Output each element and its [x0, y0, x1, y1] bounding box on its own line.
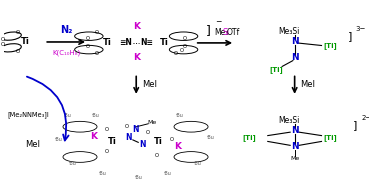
- Text: N: N: [132, 125, 139, 134]
- Text: MeI: MeI: [142, 80, 158, 89]
- Text: Me₃: Me₃: [215, 29, 229, 37]
- Text: 2−: 2−: [361, 115, 369, 121]
- Text: O: O: [155, 153, 159, 157]
- Text: Me: Me: [290, 156, 299, 160]
- Text: Me₃Si: Me₃Si: [279, 27, 300, 36]
- Text: O: O: [173, 51, 177, 56]
- Text: O: O: [0, 42, 5, 47]
- Text: −: −: [215, 17, 222, 26]
- Text: Ti: Ti: [154, 137, 163, 146]
- Text: O: O: [179, 48, 183, 53]
- Text: N: N: [139, 140, 146, 149]
- Text: O: O: [105, 149, 109, 154]
- Text: N: N: [291, 126, 299, 135]
- Text: K: K: [133, 22, 140, 31]
- Text: O: O: [95, 51, 99, 56]
- Text: O: O: [95, 30, 99, 35]
- Text: O: O: [169, 137, 173, 142]
- Text: ]: ]: [354, 120, 358, 130]
- Text: ]: ]: [206, 24, 211, 37]
- Text: OTf: OTf: [227, 29, 240, 37]
- Text: O: O: [146, 130, 150, 135]
- Text: N: N: [291, 37, 299, 46]
- Text: O: O: [15, 49, 20, 54]
- Text: O: O: [125, 124, 128, 129]
- Text: Me: Me: [147, 120, 156, 125]
- Text: O: O: [15, 30, 20, 35]
- Text: K(C₁₀H₈): K(C₁₀H₈): [52, 49, 80, 56]
- Text: O: O: [183, 36, 187, 41]
- Text: 3−: 3−: [356, 26, 366, 32]
- Text: K: K: [174, 142, 181, 151]
- Text: N₂: N₂: [60, 25, 72, 35]
- Text: ᵗBu: ᵗBu: [207, 135, 215, 140]
- Text: [Ti]: [Ti]: [243, 134, 256, 141]
- Text: ᵗBu: ᵗBu: [135, 175, 143, 180]
- Text: K: K: [90, 132, 97, 141]
- Text: ᵗBu: ᵗBu: [164, 171, 172, 176]
- Text: MeI: MeI: [25, 140, 40, 149]
- Text: N: N: [291, 142, 299, 151]
- Text: ]: ]: [348, 31, 352, 41]
- Text: N≡: N≡: [140, 38, 153, 47]
- Text: Ti: Ti: [160, 38, 169, 47]
- Text: O: O: [183, 44, 187, 50]
- Text: ᵗBu: ᵗBu: [63, 112, 72, 118]
- Text: Ti: Ti: [103, 38, 112, 47]
- Text: [Ti]: [Ti]: [323, 134, 337, 141]
- Text: ᵗBu: ᵗBu: [194, 161, 202, 166]
- Text: O: O: [0, 37, 5, 42]
- Text: ᵗBu: ᵗBu: [69, 161, 77, 166]
- Text: ᵗBu: ᵗBu: [55, 137, 62, 142]
- Text: N: N: [125, 133, 132, 142]
- Text: Si: Si: [223, 29, 230, 37]
- Text: N: N: [291, 53, 299, 62]
- Text: ≡N: ≡N: [119, 38, 132, 47]
- Text: O: O: [85, 44, 89, 50]
- Text: ᵗBu: ᵗBu: [92, 112, 100, 118]
- Text: O: O: [85, 36, 89, 41]
- Text: Me₃Si: Me₃Si: [279, 116, 300, 125]
- Text: [Ti]: [Ti]: [270, 66, 284, 73]
- Text: ᵗBu: ᵗBu: [99, 171, 107, 176]
- Text: Ti: Ti: [21, 37, 30, 46]
- Text: ᵗBu: ᵗBu: [176, 112, 184, 118]
- Text: K: K: [133, 53, 140, 62]
- Text: MeI: MeI: [300, 80, 315, 89]
- Text: [Ti]: [Ti]: [323, 43, 337, 50]
- Text: Ti: Ti: [108, 137, 117, 146]
- Text: O: O: [105, 127, 109, 132]
- Text: [Me₂NNMe₃]I: [Me₂NNMe₃]I: [7, 111, 49, 118]
